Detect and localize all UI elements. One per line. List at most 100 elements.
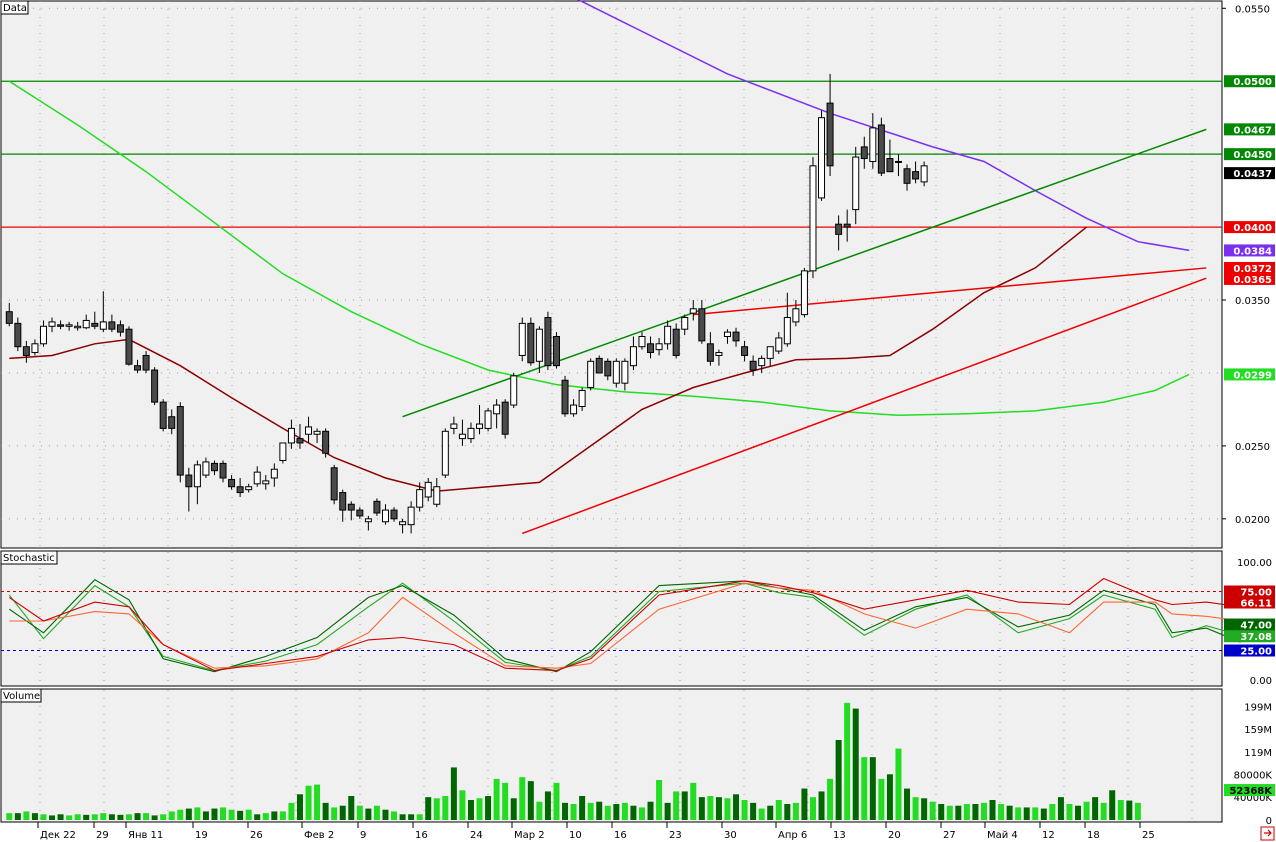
candle	[339, 489, 347, 522]
volume-axis-label: 159M	[1244, 725, 1272, 736]
volume-bar	[382, 809, 389, 820]
volume-bar	[1117, 800, 1124, 820]
volume-bar	[980, 802, 987, 820]
volume-bar	[425, 797, 432, 820]
candle-body	[518, 322, 526, 356]
candle	[236, 477, 244, 497]
candle-body	[612, 360, 620, 384]
scroll-to-end-icon[interactable]	[1260, 826, 1275, 841]
candle-body	[706, 343, 714, 362]
volume-bar	[750, 802, 757, 820]
volume-bar	[143, 813, 150, 820]
candle-body	[689, 308, 697, 314]
candle	[894, 154, 902, 177]
candle	[151, 367, 159, 406]
volume-bar	[91, 814, 98, 820]
volume-axis-label: 199M	[1244, 702, 1272, 713]
candle	[193, 460, 201, 505]
candle	[552, 332, 560, 369]
volume-bar	[23, 811, 30, 820]
candle	[698, 300, 706, 344]
price-tag-box	[1224, 272, 1275, 285]
volume-bar	[134, 813, 141, 820]
candle-body	[245, 486, 253, 491]
stochastic-line	[8, 582, 1241, 672]
candle-body	[219, 462, 227, 479]
candle	[681, 314, 689, 336]
candle	[134, 359, 142, 373]
volume-bar	[784, 804, 791, 820]
volume-bar	[237, 810, 244, 820]
volume-bar	[416, 814, 423, 820]
candle-body	[116, 324, 124, 333]
candle	[270, 463, 278, 487]
candle-body	[458, 433, 466, 440]
volume-bar	[775, 800, 782, 820]
volume-bar	[664, 802, 671, 820]
candle	[458, 419, 466, 446]
volume-bar	[707, 796, 714, 820]
volume-bar	[912, 797, 919, 820]
volume-bar	[895, 748, 902, 820]
candle	[655, 337, 663, 356]
price-tag-box	[1224, 261, 1275, 274]
stochastic-tag-box	[1224, 630, 1275, 643]
candle-body	[347, 503, 355, 511]
trend-line	[522, 277, 1207, 535]
candle-body	[775, 337, 783, 352]
candle	[835, 215, 843, 251]
candle	[510, 372, 518, 408]
candle-body	[629, 346, 637, 367]
sma-short-line	[9, 226, 1088, 492]
candle-body	[381, 509, 389, 523]
volume-bar	[758, 808, 765, 820]
volume-bar	[715, 797, 722, 820]
candle	[843, 209, 851, 242]
volume-bar	[579, 796, 586, 820]
candle-body	[433, 486, 441, 505]
candle	[732, 327, 740, 347]
volume-bar	[681, 791, 688, 820]
candle-body	[510, 375, 518, 406]
candle-body	[527, 322, 535, 364]
candle-body	[595, 357, 603, 374]
price-plot-area	[0, 0, 1223, 549]
volume-bar	[1049, 804, 1056, 820]
candle-body	[741, 346, 749, 356]
time-axis-label: 10	[569, 830, 582, 841]
candle-body	[108, 321, 116, 330]
candle	[373, 498, 381, 516]
volume-bar	[228, 809, 235, 820]
time-axis-label: 20	[888, 830, 901, 841]
candle	[826, 73, 834, 177]
candle-body	[493, 404, 501, 415]
candle	[381, 504, 389, 525]
stochastic-axis: 100.00 0.00	[1237, 558, 1272, 687]
time-axis-label: 12	[1042, 830, 1055, 841]
candle	[168, 409, 176, 435]
candle-body	[766, 346, 774, 359]
candle	[390, 507, 398, 522]
volume-bar	[946, 805, 953, 820]
volume-bar	[818, 791, 825, 820]
candle-body	[296, 438, 304, 444]
volume-bar	[544, 791, 551, 820]
candle	[570, 399, 578, 417]
candle-body	[587, 360, 595, 389]
volume-bar	[467, 800, 474, 820]
volume-bar	[1092, 797, 1099, 820]
volume-bar	[31, 813, 38, 820]
price-axis-label: 0.0200	[1235, 515, 1270, 526]
candle-body	[552, 335, 560, 367]
price-tag-label: 0.0384	[1233, 246, 1272, 257]
candle	[467, 422, 475, 443]
stochastic-line	[9, 582, 1241, 669]
candle	[202, 457, 210, 478]
volume-bar	[1109, 790, 1116, 820]
candle-body	[193, 464, 201, 488]
time-axis-label: 24	[470, 830, 483, 841]
time-axis-label: 23	[669, 830, 682, 841]
candle	[313, 428, 321, 443]
time-axis-label: Дек 22	[40, 830, 76, 841]
